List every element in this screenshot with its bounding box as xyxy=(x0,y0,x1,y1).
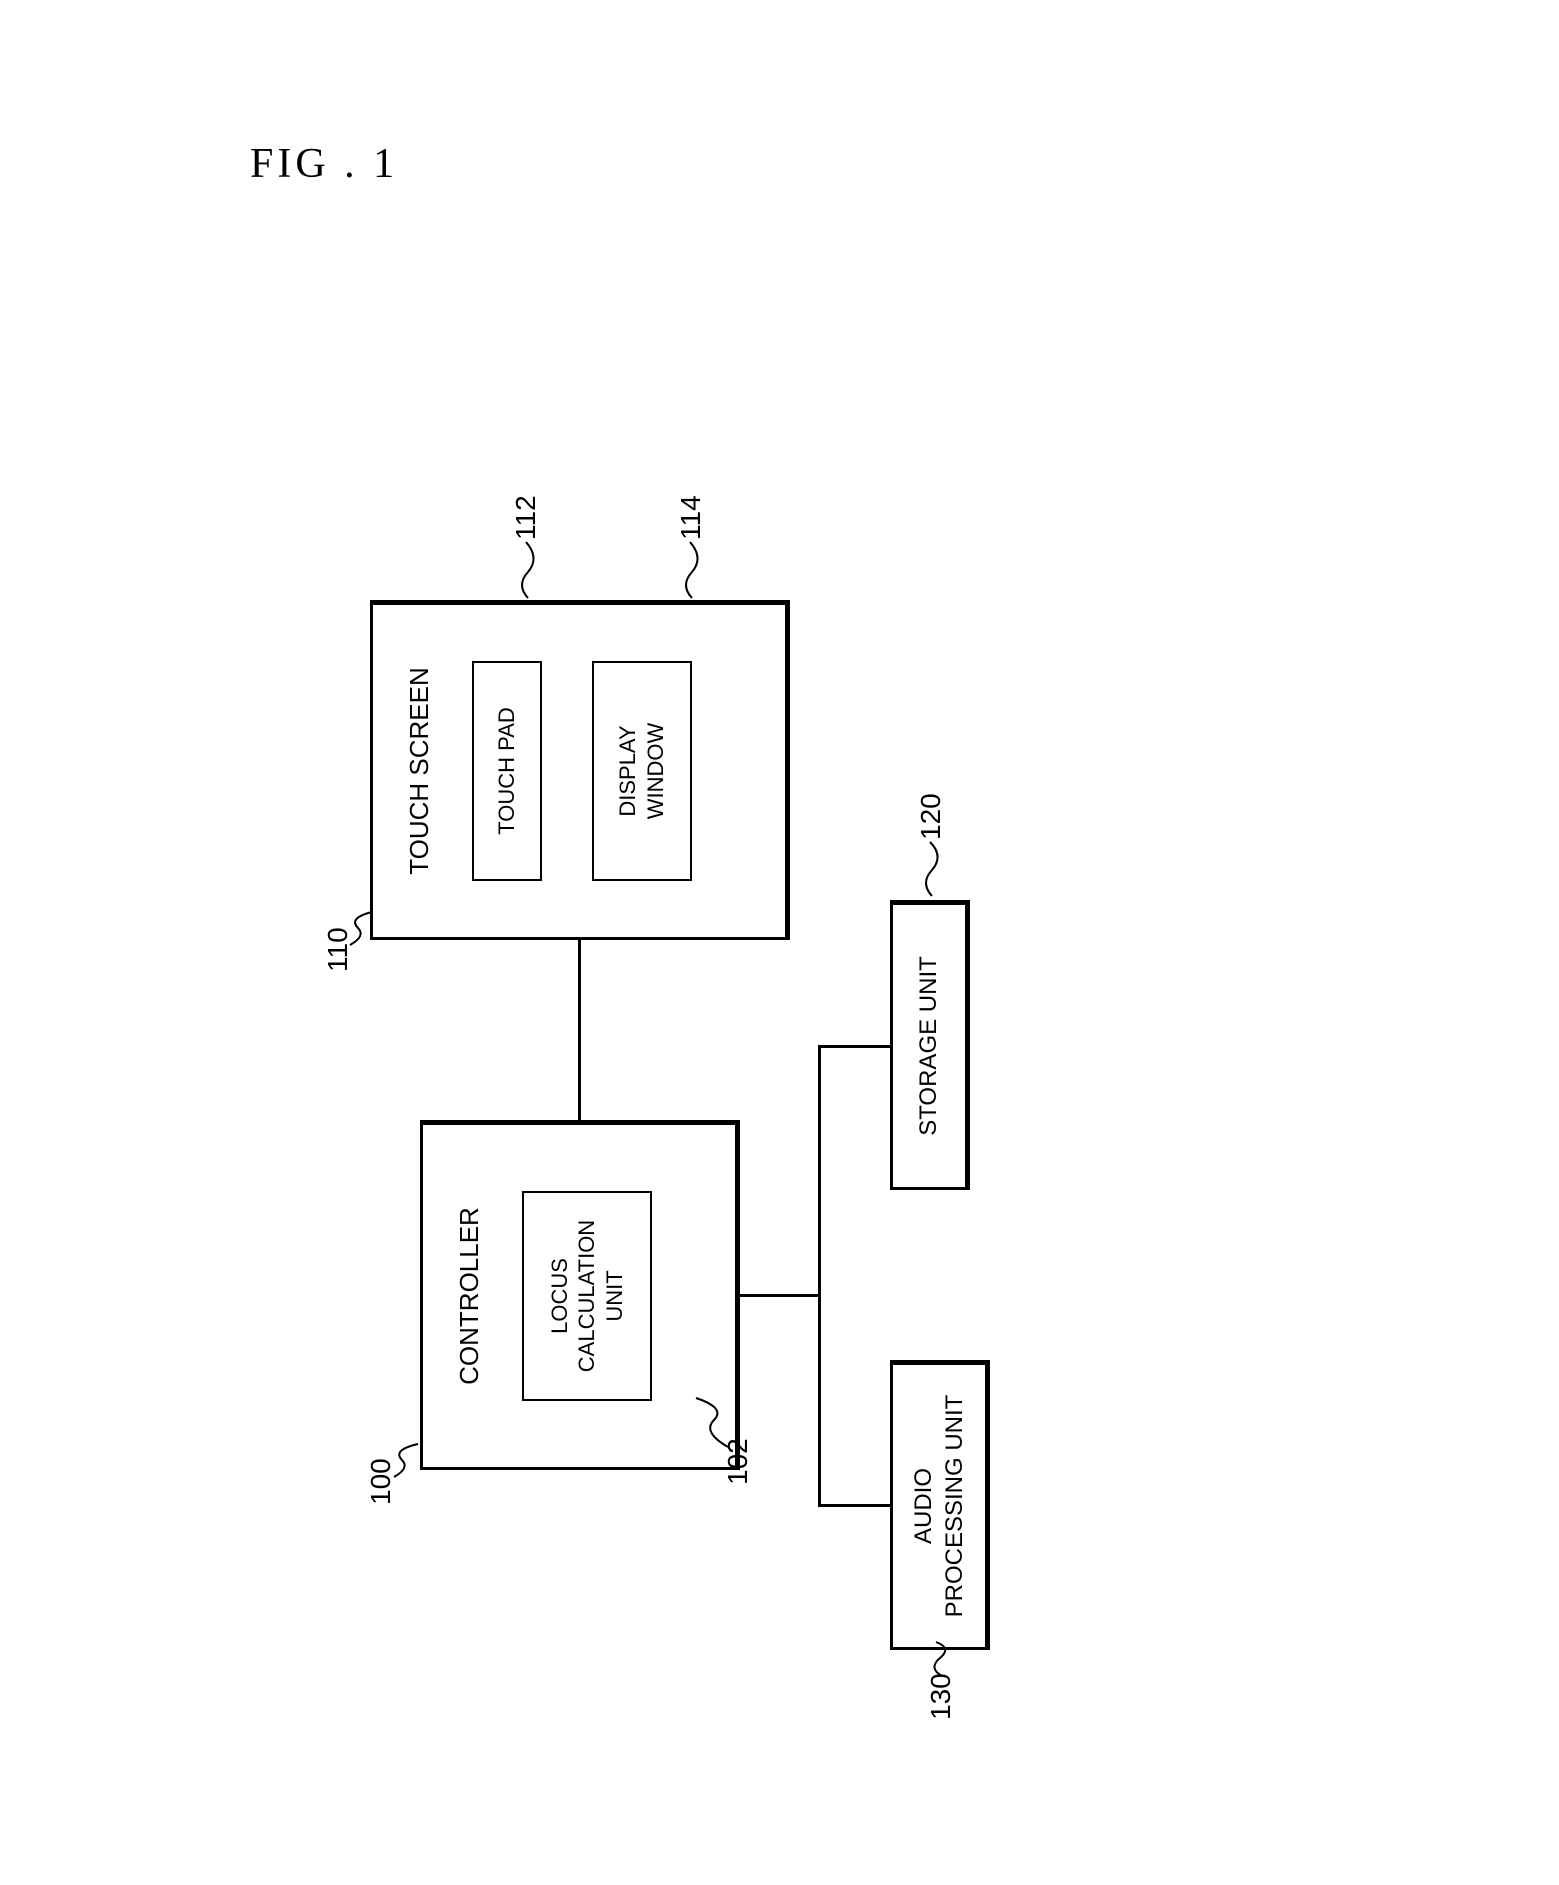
ref-120: 120 xyxy=(915,793,947,840)
connector-bus-horizontal xyxy=(818,1045,821,1507)
locus-calculation-unit: LOCUS CALCULATION UNIT xyxy=(522,1191,652,1401)
touchscreen-block: TOUCH SCREEN TOUCH PAD DISPLAY WINDOW xyxy=(370,600,790,940)
ref-130: 130 xyxy=(925,1673,957,1720)
audio-label: AUDIO PROCESSING UNIT xyxy=(908,1395,970,1618)
touchpad-label: TOUCH PAD xyxy=(493,707,521,835)
displaywindow-label: DISPLAY WINDOW xyxy=(614,723,669,820)
squiggle-102 xyxy=(692,1395,732,1450)
squiggle-120 xyxy=(922,840,942,898)
ref-114: 114 xyxy=(675,495,707,540)
squiggle-114 xyxy=(682,540,702,600)
connector-audio-down xyxy=(818,1504,890,1507)
controller-title: CONTROLLER xyxy=(453,1207,487,1385)
storage-label: STORAGE UNIT xyxy=(913,956,944,1136)
connector-storage-down xyxy=(818,1045,890,1048)
squiggle-100 xyxy=(392,1440,422,1480)
displaywindow-block: DISPLAY WINDOW xyxy=(592,661,692,881)
squiggle-110 xyxy=(348,908,376,948)
ref-112: 112 xyxy=(510,495,542,540)
squiggle-112 xyxy=(518,540,538,600)
audio-processing-block: AUDIO PROCESSING UNIT xyxy=(890,1360,990,1650)
diagram-canvas: CONTROLLER LOCUS CALCULATION UNIT TOUCH … xyxy=(330,360,1230,1760)
touchpad-block: TOUCH PAD xyxy=(472,661,542,881)
locus-label: LOCUS CALCULATION UNIT xyxy=(546,1220,629,1372)
connector-controller-down xyxy=(740,1294,820,1297)
connector-controller-touchscreen xyxy=(578,940,581,1120)
figure-title: FIG . 1 xyxy=(250,140,398,188)
storage-unit-block: STORAGE UNIT xyxy=(890,900,970,1190)
touchscreen-title: TOUCH SCREEN xyxy=(403,667,437,875)
squiggle-130 xyxy=(930,1640,952,1678)
